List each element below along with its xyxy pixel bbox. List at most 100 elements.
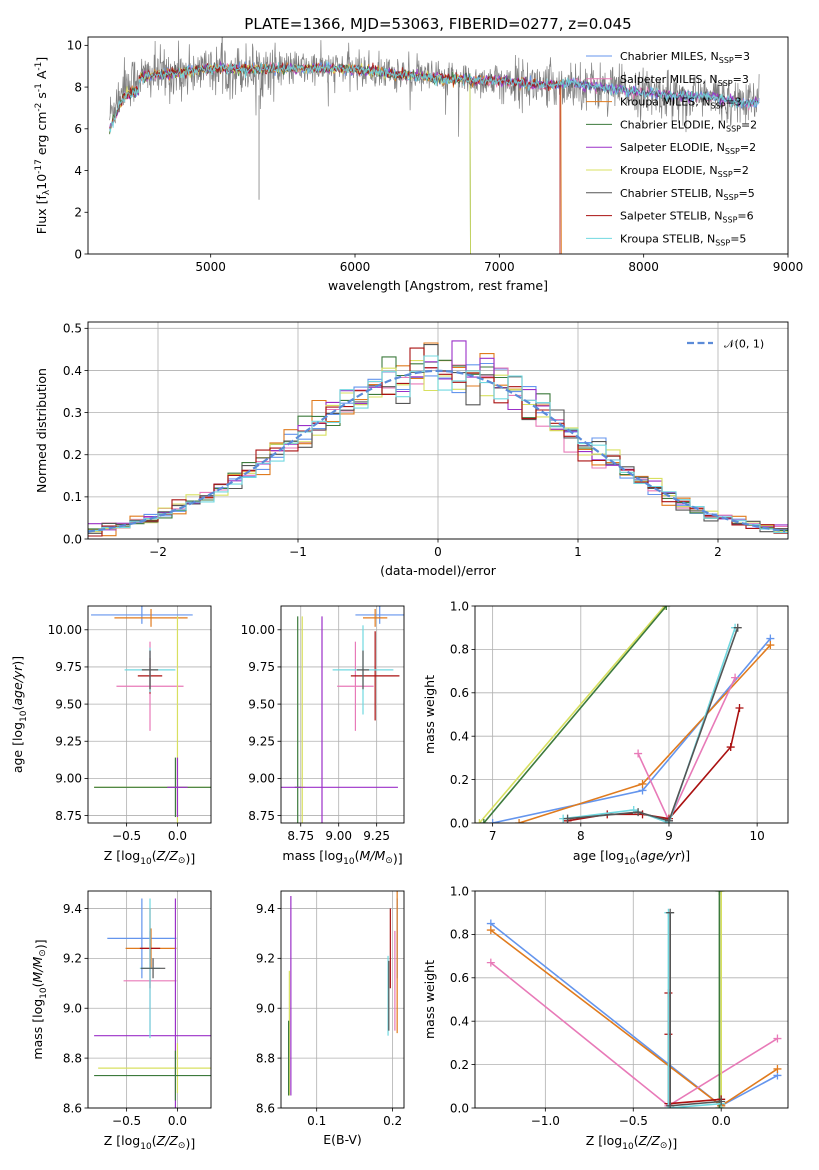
weight-point-chabrier_stelib — [666, 908, 675, 917]
y-axis-label: mass weight — [422, 675, 437, 754]
y-tick-label: 9.0 — [63, 1002, 82, 1016]
axes-frame — [280, 890, 405, 1109]
model-spectrum-kroupa_stelib — [109, 60, 760, 133]
axes-frame — [280, 605, 405, 824]
weight-line-chabrier_stelib — [567, 627, 739, 822]
weight-series-salpeter_stelib — [563, 703, 744, 823]
weight-series-chabrier_elodie — [479, 606, 671, 823]
weight-series-chabrier_stelib — [563, 623, 742, 823]
plot-area — [91, 606, 211, 823]
y-tick-label: 8.6 — [63, 1101, 82, 1115]
x-tick-label: 0.0 — [168, 829, 187, 843]
errorbar-salpeter_elodie — [167, 757, 188, 818]
y-tick-label: 10 — [67, 39, 82, 53]
x-axis-label: Z [log10(Z/Z⊙)] — [104, 1133, 195, 1152]
x-tick-label: 0.1 — [307, 1114, 326, 1128]
weight-series-salpeter_miles — [486, 958, 782, 1108]
weight-point-chabrier_elodie — [715, 891, 724, 895]
weight-series-chabrier_elodie — [715, 891, 724, 1108]
errorbar-chabrier_stelib — [141, 650, 159, 690]
weight-series-chabrier_miles — [488, 634, 775, 823]
panel-weight-vs-age: 7 8 9 10 0.0 0.2 0.4 0.6 0.8 1.0 age [log10(age/yr… — [422, 599, 789, 867]
y-tick-label: 0.1 — [63, 490, 82, 504]
axes-frame — [474, 890, 789, 1109]
y-tick-label: 10.00 — [241, 623, 275, 637]
plot-area — [281, 606, 404, 823]
panel-spectrum: 5000 6000 7000 8000 9000 0 2 4 6 8 10 wavelength [A… — [34, 36, 803, 293]
x-tick-label: 1 — [574, 545, 582, 559]
weight-point-kroupa_miles — [515, 819, 524, 823]
weight-point-chabrier_elodie — [662, 606, 671, 610]
x-axis-label: (data-model)/error — [380, 563, 497, 578]
y-tick-label: 0.6 — [450, 971, 469, 985]
weight-line-kroupa_elodie — [478, 606, 666, 823]
weight-line-kroupa_miles — [518, 644, 771, 823]
legend-label-salpeter_elodie: Salpeter ELODIE, NSSP=2 — [620, 141, 756, 156]
y-tick-label: 2 — [74, 206, 82, 220]
x-tick-label: 6000 — [340, 260, 371, 274]
y-tick-label: 0.2 — [63, 448, 82, 462]
errorbar-salpeter_stelib — [350, 631, 400, 721]
errorbar-chabrier_miles — [355, 606, 404, 624]
y-tick-label: 9.00 — [55, 772, 82, 786]
x-tick-label: 10 — [750, 829, 765, 843]
errorbar-salpeter_elodie — [281, 616, 398, 823]
x-tick-label: −0.5 — [112, 1114, 141, 1128]
y-tick-label: 9.00 — [248, 772, 275, 786]
x-tick-label: 7 — [489, 829, 497, 843]
legend: 𝒩(0, 1) — [687, 338, 764, 351]
weight-point-kroupa_miles — [766, 641, 775, 650]
panel-weight-vs-Z: −1.0 −0.5 0.0 0.0 0.2 0.4 0.6 0.8 1.0 Z [log10(Z/… — [422, 884, 789, 1152]
legend-label-chabrier_elodie: Chabrier ELODIE, NSSP=2 — [620, 118, 757, 133]
errorbar-kroupa_miles — [363, 608, 388, 627]
x-axis-label: Z [log10(Z/Z⊙)] — [104, 848, 195, 867]
legend: Chabrier MILES, NSSP=3 Salpeter MILES, NS… — [586, 50, 757, 247]
legend-label-kroupa_stelib: Kroupa STELIB, NSSP=5 — [620, 232, 746, 247]
model-spectrum-chabrier_elodie — [109, 63, 471, 254]
x-axis-label: mass [log10(M/M⊙)] — [282, 848, 402, 867]
legend-label-chabrier_miles: Chabrier MILES, NSSP=3 — [620, 50, 750, 65]
y-tick-label: 4 — [74, 164, 82, 178]
y-tick-label: 0.5 — [63, 322, 82, 336]
y-tick-label: 9.2 — [63, 952, 82, 966]
weight-series-kroupa_stelib — [559, 623, 740, 823]
weight-line-kroupa_stelib — [563, 627, 736, 823]
weight-line-chabrier_stelib — [669, 912, 722, 1107]
errorbar-kroupa_miles — [114, 608, 188, 627]
x-axis-label: wavelength [Angstrom, rest frame] — [328, 278, 548, 293]
weight-line-chabrier_elodie — [483, 606, 667, 823]
errorbar-salpeter_elodie — [94, 898, 211, 1108]
weight-line-chabrier_miles — [492, 637, 772, 823]
x-tick-label: 0 — [434, 545, 442, 559]
y-tick-label: 9.50 — [248, 697, 275, 711]
y-tick-label: 9.25 — [55, 735, 82, 749]
weight-point-salpeter_miles — [486, 958, 495, 967]
x-tick-label: 7000 — [484, 260, 515, 274]
x-tick-label: −0.5 — [112, 829, 141, 843]
weight-line-kroupa_miles — [490, 929, 778, 1107]
x-tick-label: 8.75 — [287, 829, 314, 843]
weight-line-kroupa_stelib — [667, 912, 722, 1108]
y-axis-label: mass [log10(M/M⊙)] — [30, 939, 49, 1059]
histogram-kroupa_stelib — [88, 355, 788, 534]
x-tick-label: 9 — [665, 829, 673, 843]
errorbar-chabrier_stelib — [140, 958, 166, 979]
weight-point-salpeter_miles — [731, 673, 740, 682]
weight-line-salpeter_stelib — [667, 993, 722, 1105]
weight-point-chabrier_stelib — [563, 814, 572, 823]
weight-series-kroupa_elodie — [475, 606, 669, 823]
y-tick-label: 6 — [74, 122, 82, 136]
weight-point-kroupa_miles — [773, 1064, 782, 1073]
y-tick-label: 9.0 — [256, 1002, 275, 1016]
legend-label-kroupa_elodie: Kroupa ELODIE, NSSP=2 — [620, 164, 749, 179]
legend-label-normal: 𝒩(0, 1) — [724, 338, 764, 351]
weight-point-chabrier_stelib — [666, 1101, 675, 1108]
y-tick-label: 8.8 — [63, 1051, 82, 1065]
grid — [281, 891, 404, 1109]
weight-series-chabrier_miles — [486, 919, 782, 1108]
y-axis-label: Normed distribution — [34, 368, 49, 493]
y-tick-label: 0.2 — [450, 773, 469, 787]
y-tick-label: 9.4 — [63, 902, 82, 916]
y-tick-label: 0.8 — [450, 928, 469, 942]
weight-point-chabrier_elodie — [479, 819, 488, 823]
